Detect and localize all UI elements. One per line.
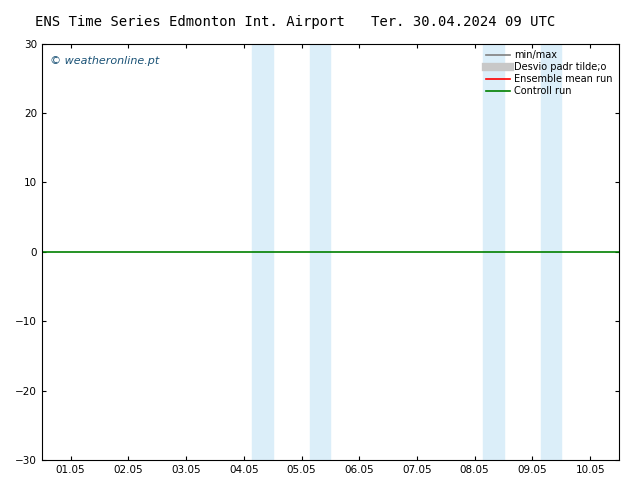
Bar (483, 44, 503, 460)
Text: ENS Time Series Edmonton Int. Airport: ENS Time Series Edmonton Int. Airport (36, 15, 345, 29)
Bar (310, 44, 330, 460)
Text: Ter. 30.04.2024 09 UTC: Ter. 30.04.2024 09 UTC (371, 15, 555, 29)
Bar (541, 44, 561, 460)
Bar (252, 44, 273, 460)
Text: © weatheronline.pt: © weatheronline.pt (50, 56, 160, 66)
Legend: min/max, Desvio padr tilde;o, Ensemble mean run, Controll run: min/max, Desvio padr tilde;o, Ensemble m… (484, 49, 614, 98)
